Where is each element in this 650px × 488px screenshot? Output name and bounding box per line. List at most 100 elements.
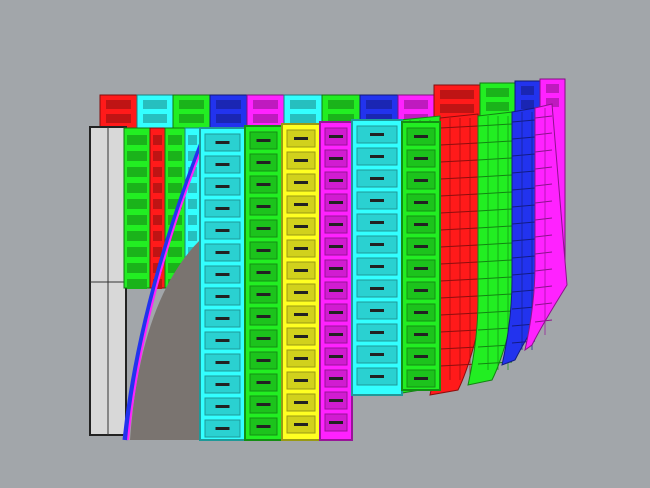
panel-grid-line <box>534 268 553 272</box>
panel-label <box>486 102 509 111</box>
panel-label <box>153 151 162 161</box>
panel-label <box>414 333 428 336</box>
panel-label <box>414 355 428 358</box>
panel-label <box>294 159 308 162</box>
panel-grid-line <box>477 259 513 263</box>
panel-label <box>153 135 162 145</box>
panel-label <box>153 247 162 257</box>
panel-label <box>370 177 384 180</box>
panel-label <box>256 315 271 318</box>
panel-label <box>215 251 230 254</box>
panel-grid-line <box>534 302 553 306</box>
panel-label <box>216 100 241 109</box>
panel-label <box>168 183 182 193</box>
panel-label <box>256 161 271 164</box>
panel-label <box>294 247 308 250</box>
panel-grid-line <box>477 327 513 331</box>
panel-label <box>366 100 392 109</box>
panel-grid-line <box>477 225 513 229</box>
panel-label <box>253 114 278 123</box>
panel-grid-line <box>511 306 536 310</box>
gray-surface <box>130 240 200 440</box>
panel-grid-line <box>439 193 479 197</box>
panel-grid-line <box>534 285 553 289</box>
panel-grid-line <box>511 153 536 157</box>
panel-label <box>414 267 428 270</box>
panel-grid-line <box>534 149 553 153</box>
panel-label <box>370 375 384 378</box>
panel-grid-line <box>439 142 479 146</box>
panel-label <box>127 263 147 273</box>
panel-label <box>106 100 131 109</box>
panel-grid-line <box>534 251 553 255</box>
panel-label <box>486 88 509 97</box>
panel-label <box>127 151 147 161</box>
panel-label <box>414 289 428 292</box>
panel-label <box>127 183 147 193</box>
panel-label <box>294 379 308 382</box>
panel-label <box>329 135 343 138</box>
panel-grid-line <box>534 166 553 170</box>
panel-label <box>294 225 308 228</box>
front-panel-column <box>281 123 321 441</box>
panel-label <box>215 405 230 408</box>
panel-grid-line <box>439 227 479 231</box>
curved-panel-strip <box>524 103 568 352</box>
panel-label <box>188 215 197 225</box>
panel-label <box>328 114 354 123</box>
panel-grid-line <box>534 132 553 136</box>
panel-label <box>370 133 384 136</box>
panel-grid-line <box>534 319 553 323</box>
panel-label <box>215 141 230 144</box>
panel-label <box>414 223 428 226</box>
panel-grid-line <box>439 159 479 163</box>
panel-label <box>294 313 308 316</box>
panel-label <box>404 100 428 109</box>
edge-curve <box>127 134 208 441</box>
panel-label <box>329 179 343 182</box>
panel-grid-line <box>439 295 479 299</box>
panel-grid-line <box>477 293 513 297</box>
panel-label <box>256 271 271 274</box>
panel-label <box>370 287 384 290</box>
panel-grid-line <box>477 123 513 127</box>
panel-grid-line <box>439 312 479 316</box>
panel-grid-line <box>477 174 513 178</box>
panel-label <box>168 263 182 273</box>
panel-label <box>370 199 384 202</box>
panel-label <box>521 100 534 109</box>
panel-label <box>256 425 271 428</box>
panel-label <box>366 114 392 123</box>
panel-label <box>294 181 308 184</box>
panel-label <box>188 231 197 241</box>
panel-label <box>179 100 204 109</box>
panel-label <box>329 289 343 292</box>
panel-grid-line <box>439 261 479 265</box>
panel-label <box>329 267 343 270</box>
panel-label <box>188 135 197 145</box>
panel-grid-line <box>511 204 536 208</box>
panel-label <box>521 86 534 95</box>
panel-label <box>290 100 316 109</box>
panel-label <box>215 317 230 320</box>
panel-label <box>329 311 343 314</box>
panel-grid-line <box>511 136 536 140</box>
panel-label <box>329 245 343 248</box>
panel-label <box>370 155 384 158</box>
panel-label <box>414 377 428 380</box>
panel-label <box>329 157 343 160</box>
panel-label <box>414 157 428 160</box>
panel-label <box>328 100 354 109</box>
panel-label <box>168 135 182 145</box>
panel-grid-line <box>439 278 479 282</box>
panel-label <box>256 249 271 252</box>
panel-label <box>294 291 308 294</box>
panel-grid-line <box>511 289 536 293</box>
panel-label <box>256 227 271 230</box>
panel-label <box>215 383 230 386</box>
panel-grid-line <box>439 176 479 180</box>
panel-grid-line <box>511 272 536 276</box>
panel-grid-line <box>534 183 553 187</box>
